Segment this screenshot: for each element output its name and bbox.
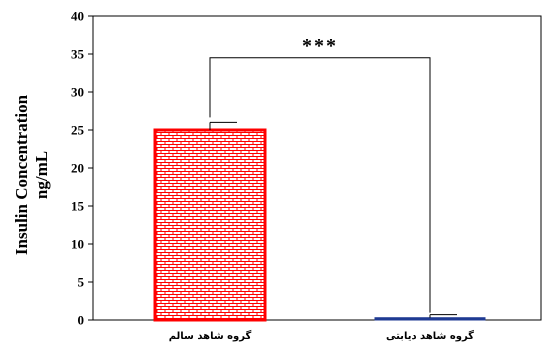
- x-category-label-0: گروه شاهد سالم: [169, 329, 252, 342]
- y-tick-label-8: 40: [71, 9, 84, 24]
- y-tick-label-5: 25: [71, 123, 85, 138]
- y-axis-label: Insulin Concentration ng/mL: [12, 94, 51, 255]
- y-tick-label-3: 15: [71, 199, 85, 214]
- bar-0: [153, 128, 267, 322]
- significance-label: ***: [302, 35, 338, 57]
- y-tick-label-1: 5: [78, 275, 85, 290]
- y-tick-label-4: 20: [71, 161, 84, 176]
- y-tick-label-7: 35: [71, 47, 85, 62]
- significance-bracket: [209, 57, 431, 313]
- bar-1: [374, 317, 486, 321]
- y-tick-label-0: 0: [78, 313, 85, 328]
- y-axis-label-line1: Insulin Concentration: [12, 94, 31, 255]
- y-axis-label-line2: ng/mL: [32, 151, 51, 199]
- plot-area: 0 5 10 15 20 25 30 35 40 گروه شاهد سالم گروه شاهد …: [71, 9, 542, 342]
- y-tick-label-6: 30: [71, 85, 84, 100]
- y-tick-label-2: 10: [71, 237, 84, 252]
- x-category-label-1: گروه شاهد دیابتی: [386, 329, 474, 342]
